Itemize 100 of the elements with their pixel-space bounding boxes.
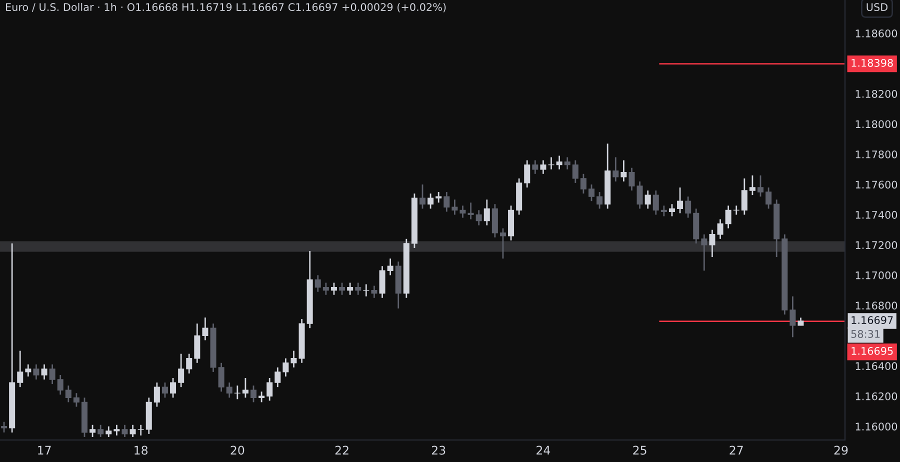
candlestick: [596, 191, 603, 210]
candlestick: [612, 156, 619, 182]
text: 58:31: [851, 330, 880, 338]
candlestick: [644, 190, 651, 210]
candlestick: [1, 421, 8, 434]
text: 1.16697: [852, 316, 893, 324]
candlestick: [138, 424, 144, 436]
x-tick-label: 17: [38, 446, 51, 455]
candlestick: [500, 228, 506, 260]
candlestick: [274, 366, 281, 388]
y-tick-label: 1.18000: [856, 120, 898, 128]
candlestick: [725, 204, 732, 230]
candlestick: [524, 160, 530, 188]
candlestick: [588, 184, 595, 202]
y-tick-label: 1.17600: [856, 180, 898, 189]
candlestick: [484, 198, 490, 226]
candlestick: [202, 316, 208, 341]
x-tick-label: 24: [536, 446, 550, 455]
candlestick: [226, 382, 232, 398]
candlestick: [122, 424, 128, 438]
candlestick: [652, 190, 659, 216]
chart-title: Euro / U.S. Dollar · 1h · O1.16668 H1.16719 L1.16667 C1.16697 +0.00029 (+0.02%): [6, 2, 446, 12]
ref-line-label: 1.18398: [852, 58, 893, 67]
candlestick: [564, 156, 570, 170]
candlestick: [741, 178, 748, 216]
candlestick: [17, 350, 24, 388]
candlestick: [242, 377, 248, 398]
candlestick: [379, 265, 386, 299]
candlestick: [668, 203, 675, 217]
candlestick: [186, 353, 192, 374]
candlestick: [749, 174, 756, 196]
candlestick: [90, 424, 96, 438]
candlestick: [620, 160, 627, 182]
candlestick: [330, 282, 337, 296]
candlestick: [452, 198, 458, 216]
candlestick: [636, 180, 643, 210]
candlestick: [355, 282, 362, 296]
candlestick: [258, 390, 265, 403]
candlestick: [322, 282, 329, 296]
candlestick: [371, 285, 378, 299]
candlestick: [25, 364, 32, 378]
candlestick: [194, 322, 200, 364]
y-tick-label: 1.16000: [856, 422, 898, 430]
y-tick-label: 1.16200: [856, 392, 898, 400]
candlestick: [170, 377, 176, 398]
candlestick: [572, 160, 578, 184]
y-tick-label: 1.18600: [856, 29, 898, 38]
candlestick: [218, 362, 224, 392]
candlestick: [314, 274, 321, 293]
candlestick: [49, 364, 56, 385]
candlestick: [57, 374, 64, 396]
candlestick: [444, 191, 450, 212]
candlestick: [468, 202, 474, 220]
candlestick: [41, 364, 48, 380]
candlestick: [790, 296, 796, 338]
candlestick: [419, 184, 426, 210]
candlestick: [130, 424, 136, 438]
y-tick-label: 1.17200: [856, 241, 898, 250]
candlestick: [98, 424, 104, 438]
x-tick-label: 23: [432, 446, 446, 455]
candlestick: [282, 358, 289, 378]
candlestick: [387, 258, 394, 276]
candlestick: [476, 209, 482, 226]
candlestick: [685, 196, 692, 218]
candlestick: [701, 234, 708, 272]
candlestick: [106, 426, 112, 438]
candlestick: [162, 382, 168, 398]
candlestick: [628, 167, 635, 192]
y-axis-title: USD: [866, 3, 888, 12]
candlestick: [460, 204, 466, 218]
x-tick-label: 29: [834, 446, 848, 455]
candlestick: [556, 155, 562, 170]
y-tick-label: 1.17000: [856, 271, 898, 280]
candlestick: [178, 353, 184, 388]
candlestick: [65, 384, 72, 403]
y-tick-label: 1.17800: [856, 150, 898, 158]
y-tick-label: 1.16400: [856, 362, 898, 370]
candlestick: [154, 382, 160, 408]
x-tick-label: 22: [335, 446, 348, 455]
x-tick-label: 27: [730, 446, 743, 455]
candlestick: [580, 173, 586, 194]
x-tick-label: 25: [633, 446, 646, 455]
candlestick: [428, 192, 434, 210]
candlestick: [540, 160, 546, 175]
candlestick: [709, 229, 716, 258]
candlestick: [266, 377, 273, 402]
y-tick-label: 1.16800: [856, 302, 898, 310]
y-tick-label: 1.17400: [856, 210, 898, 219]
candlestick: [677, 186, 684, 214]
y-tick-label: 1.18200: [856, 90, 898, 98]
x-tick-label: 18: [134, 446, 148, 455]
candlestick: [347, 282, 354, 296]
candlestick: [532, 160, 538, 175]
candlestick: [660, 204, 667, 217]
candlestick: [290, 350, 297, 368]
candlestick: [436, 191, 442, 204]
x-tick-label: 20: [230, 446, 244, 455]
candlestick: [250, 384, 257, 403]
candlestick: [339, 282, 346, 296]
candlestick: [766, 186, 772, 210]
